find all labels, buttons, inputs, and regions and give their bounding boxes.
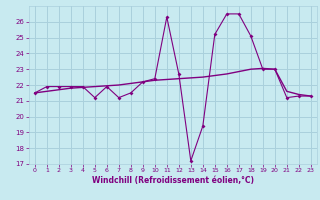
X-axis label: Windchill (Refroidissement éolien,°C): Windchill (Refroidissement éolien,°C) — [92, 176, 254, 185]
